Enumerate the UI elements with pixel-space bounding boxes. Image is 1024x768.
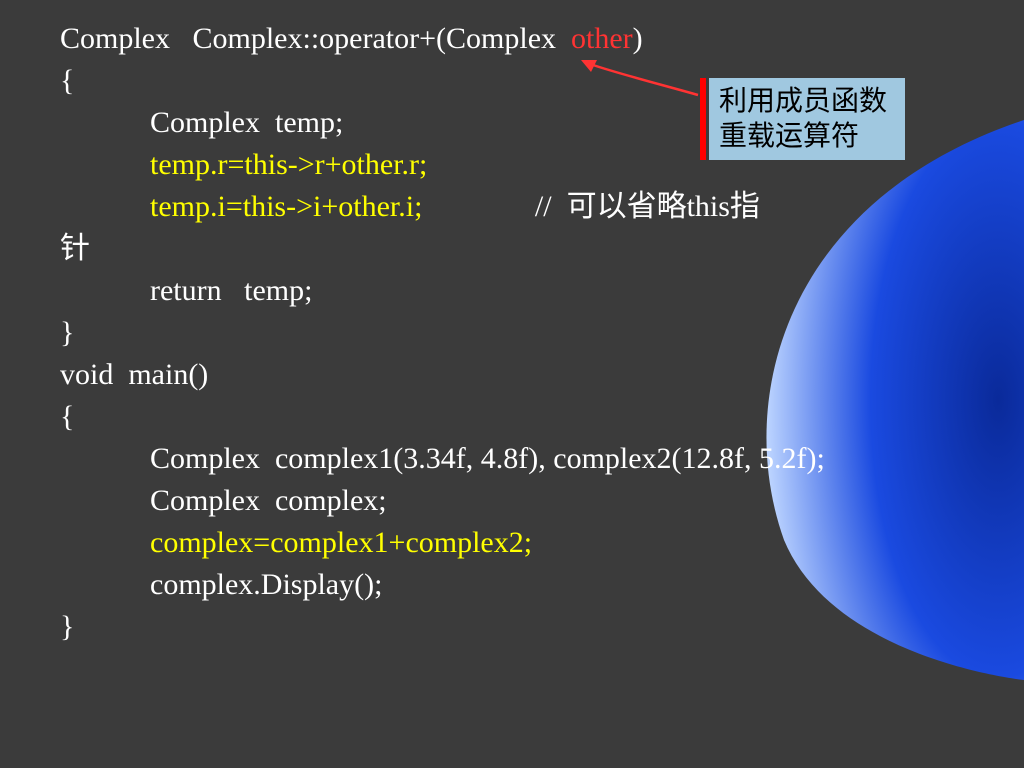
callout-line: 重载运算符 — [719, 119, 887, 154]
code-line: temp.i=this->i+other.i; // 可以省略this指 — [60, 186, 825, 228]
code-line: Complex complex1(3.34f, 4.8f), complex2(… — [60, 438, 825, 480]
slide: Complex Complex::operator+(Complex other… — [0, 0, 1024, 768]
code-line: complex=complex1+complex2; — [60, 522, 825, 564]
code-line: Complex Complex::operator+(Complex other… — [60, 18, 825, 60]
code-line: return temp; — [60, 270, 825, 312]
code-line: void main() — [60, 354, 825, 396]
code-line: } — [60, 312, 825, 354]
code-line: { — [60, 396, 825, 438]
code-line: 针 — [60, 228, 825, 270]
code-line: Complex complex; — [60, 480, 825, 522]
callout-text: 利用成员函数 重载运算符 — [709, 78, 905, 160]
callout-accent-bar — [700, 78, 706, 160]
callout-box: 利用成员函数 重载运算符 — [700, 78, 905, 160]
arrow-icon — [573, 50, 703, 100]
callout-line: 利用成员函数 — [719, 84, 887, 119]
code-line: complex.Display(); — [60, 564, 825, 606]
code-line: } — [60, 606, 825, 648]
